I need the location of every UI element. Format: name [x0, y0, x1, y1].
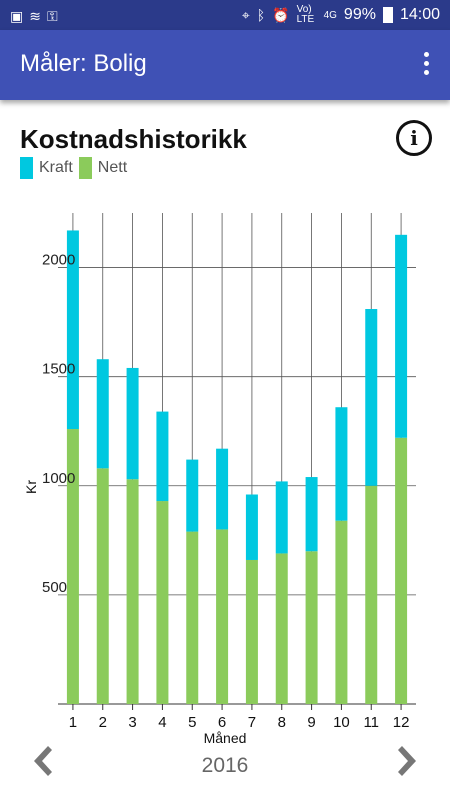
- app-title: Måler: Bolig: [20, 50, 147, 77]
- next-year-button[interactable]: [398, 744, 420, 783]
- bar-kraft: [66, 230, 79, 430]
- y-tick-label: 1500: [42, 361, 75, 378]
- bar-kraft: [245, 494, 258, 560]
- y-tick-label: 2000: [42, 252, 75, 269]
- x-tick-label: 7: [248, 714, 256, 731]
- bar-nett: [126, 479, 139, 704]
- bar-kraft: [335, 407, 348, 521]
- x-tick-label: 8: [278, 714, 286, 731]
- bar-nett: [156, 501, 169, 704]
- legend-label-nett: Nett: [97, 159, 128, 176]
- volte-indicator: Vo) LTE: [296, 4, 315, 25]
- y-tick-label: 1000: [42, 470, 75, 487]
- bar-kraft: [216, 448, 229, 530]
- x-tick-label: 10: [333, 714, 350, 731]
- x-tick-label: 12: [393, 714, 410, 731]
- chart-legend: Kraft Nett: [20, 157, 133, 179]
- bar-kraft: [126, 367, 139, 480]
- x-tick-label: 3: [128, 714, 136, 731]
- x-tick-label: 11: [363, 714, 379, 731]
- bar-nett: [395, 437, 408, 704]
- chevron-right-icon: [398, 746, 416, 776]
- alarm-icon: ⏰: [272, 7, 290, 23]
- legend-swatch-kraft: [20, 157, 33, 179]
- y-tick-label: 500: [42, 579, 67, 596]
- bar-nett: [305, 551, 318, 704]
- clock: 14:00: [399, 6, 440, 23]
- bar-nett: [66, 429, 79, 704]
- key-icon: ⚿: [46, 8, 58, 24]
- wifi-icon: ≋: [29, 8, 41, 24]
- x-tick-label: 4: [158, 714, 166, 731]
- info-icon[interactable]: i: [396, 120, 432, 156]
- bar-nett: [186, 531, 199, 704]
- chevron-left-icon: [34, 746, 52, 776]
- battery-percent: 99%: [343, 6, 376, 23]
- legend-label-kraft: Kraft: [39, 159, 73, 176]
- chart-title: Kostnadshistorikk: [20, 124, 247, 154]
- bar-nett: [275, 553, 288, 704]
- overflow-menu-icon[interactable]: [420, 52, 432, 80]
- bar-kraft: [275, 481, 288, 554]
- bar-nett: [216, 529, 229, 704]
- bar-nett: [245, 559, 258, 704]
- battery-icon: [382, 7, 393, 23]
- year-label: 2016: [201, 754, 249, 777]
- status-right: ⌖ ᛒ ⏰ Vo) LTE 4G 99% 14:00: [242, 5, 440, 25]
- status-left: ▣ ≋ ⚿: [10, 7, 58, 25]
- x-tick-label: 5: [188, 714, 196, 731]
- bar-nett: [96, 468, 109, 704]
- legend-item-kraft: Kraft: [20, 157, 73, 179]
- bar-kraft: [395, 234, 408, 438]
- app-bar: Måler: Bolig: [0, 30, 450, 100]
- x-tick-label: 1: [69, 714, 77, 731]
- bar-kraft: [365, 309, 378, 486]
- bar-kraft: [96, 359, 109, 469]
- x-tick-label: 6: [218, 714, 226, 731]
- bluetooth-icon: ᛒ: [256, 7, 266, 23]
- bar-nett: [335, 520, 348, 704]
- bar-kraft: [156, 411, 169, 502]
- y-axis-label: Kr: [23, 480, 39, 494]
- x-tick-label: 9: [307, 714, 315, 731]
- legend-item-nett: Nett: [78, 157, 128, 179]
- x-tick-label: 2: [99, 714, 107, 731]
- x-axis-label: Måned: [204, 730, 247, 746]
- bar-nett: [365, 485, 378, 704]
- legend-swatch-nett: [78, 157, 92, 179]
- bar-kraft: [186, 459, 199, 532]
- previous-year-button[interactable]: [30, 744, 52, 783]
- network-indicator: 4G: [323, 9, 337, 21]
- bar-kraft: [305, 477, 318, 552]
- status-bar: ▣ ≋ ⚿ ⌖ ᛒ ⏰ Vo) LTE 4G 99% 14:00: [0, 0, 450, 30]
- image-icon: ▣: [10, 8, 24, 24]
- location-icon: ⌖: [241, 7, 250, 23]
